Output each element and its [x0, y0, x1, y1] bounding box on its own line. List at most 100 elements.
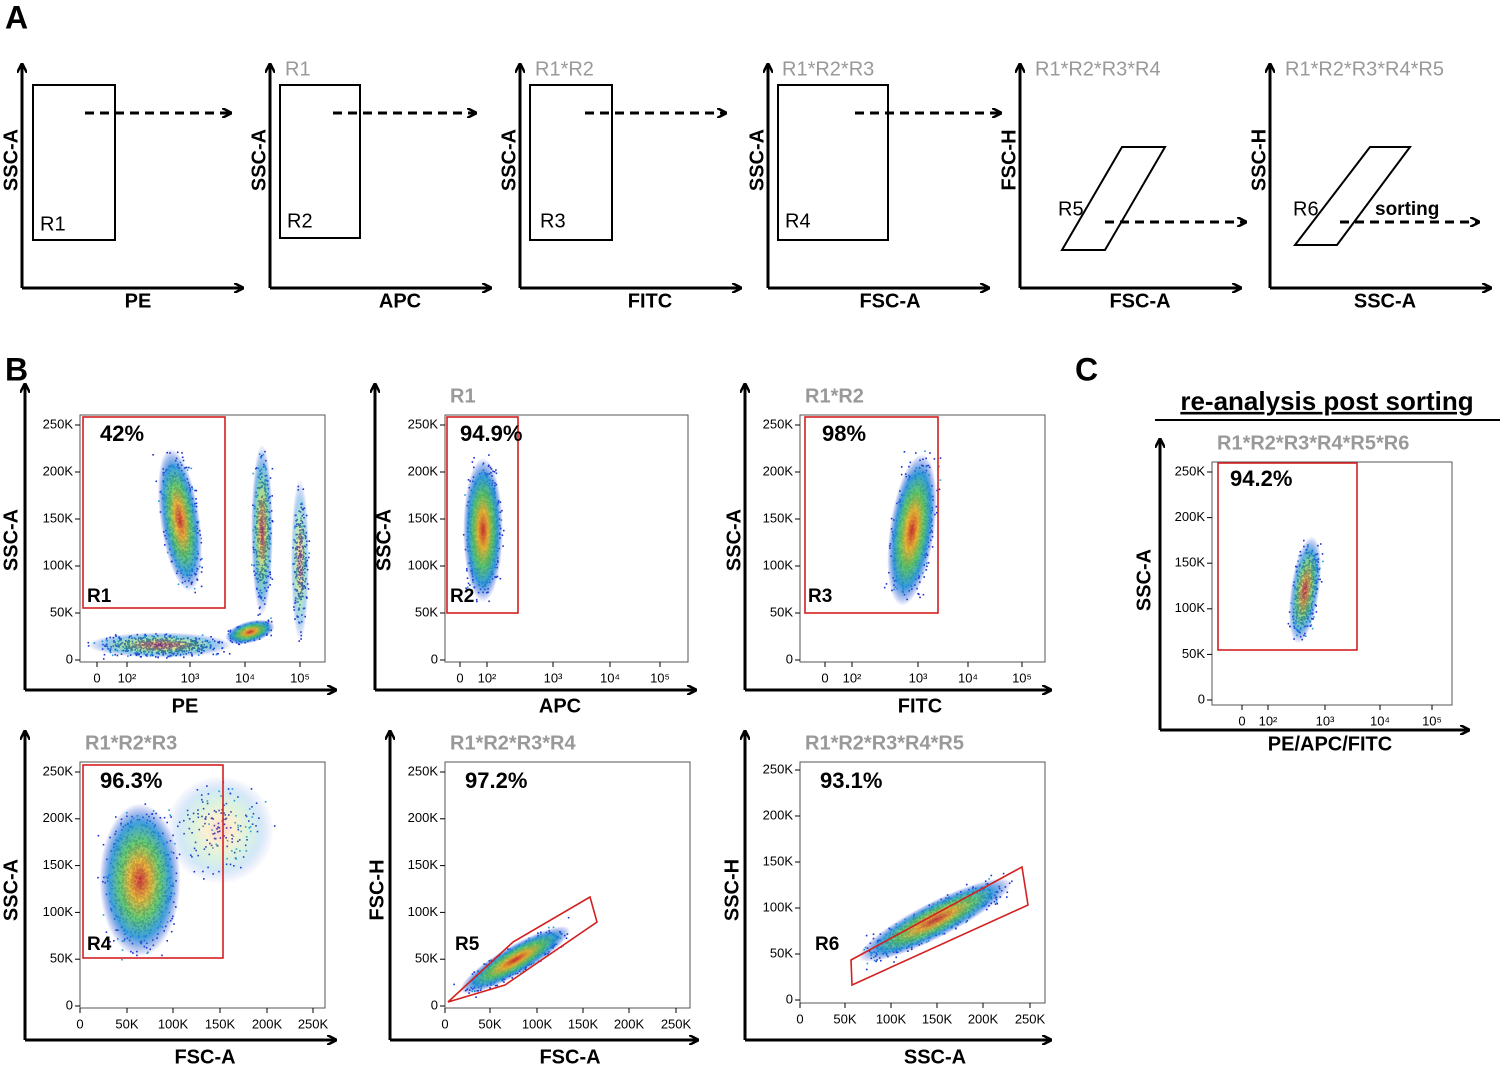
x-tick-label: 10²	[478, 670, 497, 685]
y-tick-label: 100K	[408, 557, 439, 572]
x-tick-label: 10³	[544, 670, 563, 685]
event-dot	[200, 585, 203, 588]
y-tick-label: 200K	[408, 463, 439, 478]
event-dot	[181, 456, 184, 459]
x-tick-label: 10⁵	[290, 670, 310, 685]
event-dot	[933, 458, 936, 460]
density	[887, 454, 937, 606]
event-dot	[270, 634, 272, 637]
x-tick-label: 10⁵	[650, 670, 670, 685]
percent: 42%	[100, 421, 144, 446]
gate-label: R2	[450, 586, 474, 607]
event-dot	[499, 577, 502, 580]
event-dot	[185, 466, 188, 469]
event-dot	[87, 641, 90, 644]
y-tick-label: 50K	[50, 604, 73, 619]
event-dot	[467, 479, 470, 481]
event-dot	[116, 654, 119, 657]
gate	[804, 416, 939, 614]
x-tick-label: 0	[821, 670, 828, 685]
x-axis-label: FSC-A	[859, 290, 920, 312]
y-axis-label: SSC-A	[373, 509, 395, 571]
gate	[1060, 146, 1167, 251]
y-tick-label: 200K	[763, 463, 794, 478]
y-axis-label: SSC-A	[746, 129, 768, 191]
gate-label: R6	[1293, 198, 1319, 220]
event-dot	[495, 472, 498, 475]
gate	[279, 84, 361, 239]
event-dot	[938, 465, 940, 468]
x-tick-label: 10⁴	[600, 670, 620, 685]
y-tick-label: 150K	[408, 510, 439, 525]
x-tick-label: 10²	[118, 670, 137, 685]
event-dot	[271, 467, 274, 470]
event-dot	[922, 593, 925, 596]
event-dot	[270, 620, 273, 623]
x-tick-label: 10⁴	[958, 670, 978, 685]
event-dot	[488, 600, 490, 603]
gate	[446, 416, 519, 614]
event-dot	[176, 451, 179, 454]
x-axis-label: APC	[539, 695, 581, 717]
plot-title: R1*R2*R3*R4	[1035, 58, 1161, 80]
plot-title: R1*R2	[535, 58, 594, 80]
x-tick-label: 10⁴	[235, 670, 255, 685]
event-dot	[215, 653, 218, 656]
event-dot	[467, 582, 470, 585]
y-tick-label: 150K	[43, 510, 74, 525]
y-axis-label: FSC-H	[998, 129, 1020, 190]
event-dot	[465, 587, 467, 589]
event-dot	[200, 571, 203, 573]
y-tick-label: 0	[431, 651, 438, 666]
heading: re-analysis post sorting	[1180, 386, 1473, 416]
percent: 98%	[822, 421, 866, 446]
panel-label: B	[5, 351, 28, 387]
plot-title: R1*R2	[805, 385, 864, 407]
y-tick-label: 100K	[763, 557, 794, 572]
y-axis-label: SSC-H	[1248, 129, 1270, 191]
event-dot	[152, 454, 154, 456]
plot-title: R1	[285, 58, 311, 80]
event-dot	[502, 545, 504, 547]
event-dot	[272, 520, 274, 523]
event-dot	[267, 619, 270, 622]
event-dot	[252, 472, 254, 475]
gate	[777, 84, 889, 241]
event-dot	[939, 479, 942, 481]
x-axis-label: SSC-A	[1354, 290, 1416, 312]
event-dot	[270, 617, 272, 619]
note: sorting	[1375, 199, 1439, 220]
gate	[82, 416, 226, 609]
y-tick-label: 0	[786, 651, 793, 666]
x-axis-label: PE	[172, 695, 199, 717]
gate-label: R3	[540, 210, 566, 232]
event-dot	[190, 467, 193, 470]
y-tick-label: 100K	[43, 557, 74, 572]
event-dot	[217, 652, 219, 655]
event-dot	[307, 588, 310, 590]
event-dot	[271, 495, 273, 497]
event-dot	[308, 552, 311, 554]
event-dot	[271, 578, 274, 580]
gate-label: R3	[808, 586, 832, 607]
density	[251, 444, 273, 616]
event-dot	[503, 529, 505, 532]
y-tick-label: 150K	[763, 510, 794, 525]
event-dot	[193, 587, 196, 590]
event-dot	[909, 461, 912, 464]
event-dot	[923, 576, 925, 578]
event-dot	[155, 480, 158, 483]
y-tick-label: 0	[66, 651, 73, 666]
plot-frame	[799, 414, 1046, 663]
gate-label: R5	[1058, 198, 1084, 220]
x-tick-label: 0	[93, 670, 100, 685]
x-tick-label: 10³	[181, 670, 200, 685]
plot-title: R1*R2*R3	[782, 58, 874, 80]
x-tick-label: 10²	[843, 670, 862, 685]
density	[88, 632, 232, 658]
panel-label: C	[1075, 351, 1098, 387]
x-tick-label: 0	[456, 670, 463, 685]
event-dot	[938, 488, 941, 491]
plot-frame	[79, 761, 326, 1009]
